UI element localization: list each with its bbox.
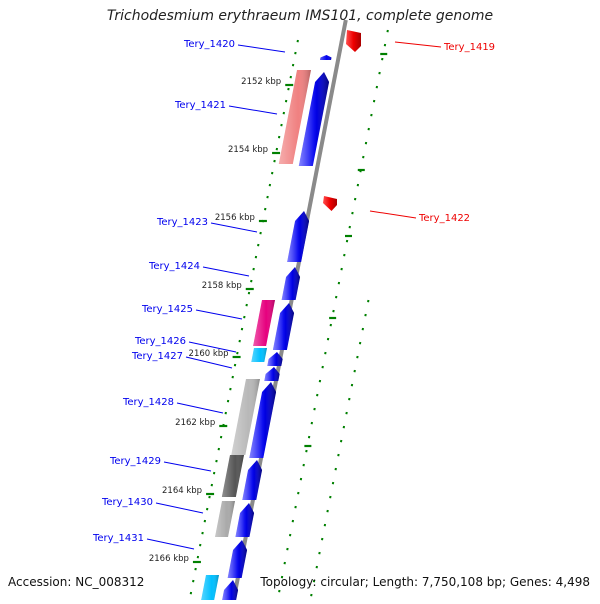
gene-Tery_1424[interactable] xyxy=(282,267,300,300)
gene-Tery_1419-body xyxy=(346,30,361,52)
genome-summary: Topology: circular; Length: 7,750,108 bp… xyxy=(260,575,590,589)
label-leader-Tery_1428 xyxy=(177,403,223,413)
kbp-tick-label: 2154 kbp xyxy=(228,145,268,155)
cog-Tery_1429[interactable] xyxy=(222,455,244,497)
cog-Tery_1426-shade xyxy=(251,348,267,362)
kbp-tick-label: 2162 kbp xyxy=(175,418,215,428)
gene-Tery_1431[interactable] xyxy=(228,540,247,578)
cog-Tery_1425-shade xyxy=(253,300,275,346)
cog-Tery_1430[interactable] xyxy=(215,501,235,537)
cog-Tery_1426[interactable] xyxy=(251,348,267,362)
gene-label-Tery_1430[interactable]: Tery_1430 xyxy=(101,497,153,508)
gene-label-Tery_1429[interactable]: Tery_1429 xyxy=(109,456,161,467)
kbp-tick-label: 2152 kbp xyxy=(241,77,281,87)
gene-label-Tery_1424[interactable]: Tery_1424 xyxy=(148,261,200,272)
gene-label-Tery_1423[interactable]: Tery_1423 xyxy=(156,217,208,228)
label-leader-Tery_1424 xyxy=(203,267,249,276)
gene-label-Tery_1428[interactable]: Tery_1428 xyxy=(122,397,174,408)
map-title: Trichodesmium erythraeum IMS101, complet… xyxy=(0,8,600,24)
kbp-tick-label: 2156 kbp xyxy=(215,213,255,223)
label-leader-Tery_1419 xyxy=(395,42,441,47)
cog-Tery_1425[interactable] xyxy=(253,300,275,346)
accession-label: Accession: NC_008312 xyxy=(8,575,144,589)
gene-Tery_1429-shade xyxy=(242,460,262,500)
gene-label-Tery_1427[interactable]: Tery_1427 xyxy=(131,351,183,362)
gene-label-Tery_1422[interactable]: Tery_1422 xyxy=(418,213,470,224)
gene-Tery_1430-shade xyxy=(235,503,254,537)
gene-Tery_1429[interactable] xyxy=(242,460,262,500)
gene-Tery_1422-body xyxy=(323,196,337,211)
gene-label-Tery_1420[interactable]: Tery_1420 xyxy=(183,39,235,50)
kbp-tick-label: 2160 kbp xyxy=(189,349,229,359)
gene-Tery_1430[interactable] xyxy=(235,503,254,537)
kbp-tick-label: 2164 kbp xyxy=(162,486,202,496)
cog-Tery_1429-shade xyxy=(222,455,244,497)
label-leader-Tery_1425 xyxy=(196,310,242,319)
kbp-tick-label: 2166 kbp xyxy=(149,554,189,564)
label-leader-Tery_1429 xyxy=(164,462,211,471)
gene-Tery_1420[interactable] xyxy=(320,55,331,60)
gene-label-Tery_1419[interactable]: Tery_1419 xyxy=(443,42,495,53)
label-leader-Tery_1431 xyxy=(147,539,194,549)
label-leader-Tery_1423 xyxy=(211,223,257,232)
gene-label-Tery_1425[interactable]: Tery_1425 xyxy=(141,304,193,315)
gene-Tery_1423[interactable] xyxy=(287,211,309,262)
gene-Tery_1423-shade xyxy=(287,211,309,262)
gene-label-Tery_1431[interactable]: Tery_1431 xyxy=(92,533,144,544)
label-leader-Tery_1430 xyxy=(156,503,203,513)
cog-Tery_1431-shade xyxy=(201,575,219,600)
gene-Tery_1425[interactable] xyxy=(273,303,294,350)
label-leader-Tery_1421 xyxy=(229,106,277,114)
gene-Tery_1419[interactable] xyxy=(346,30,361,52)
gene-Tery_1420-shade xyxy=(320,55,331,60)
kbp-tick-label: 2158 kbp xyxy=(202,281,242,291)
gene-label-Tery_1426[interactable]: Tery_1426 xyxy=(134,336,186,347)
label-leader-Tery_1420 xyxy=(238,45,285,52)
gene-Tery_1425-shade xyxy=(273,303,294,350)
cog-Tery_1431[interactable] xyxy=(201,575,219,600)
cog-Tery_1430-shade xyxy=(215,501,235,537)
gene-label-Tery_1421[interactable]: Tery_1421 xyxy=(174,100,226,111)
gene-Tery_1422[interactable] xyxy=(323,196,337,211)
gene-Tery_1431-shade xyxy=(228,540,247,578)
gene-Tery_1424-shade xyxy=(282,267,300,300)
label-leader-Tery_1422 xyxy=(370,211,416,218)
